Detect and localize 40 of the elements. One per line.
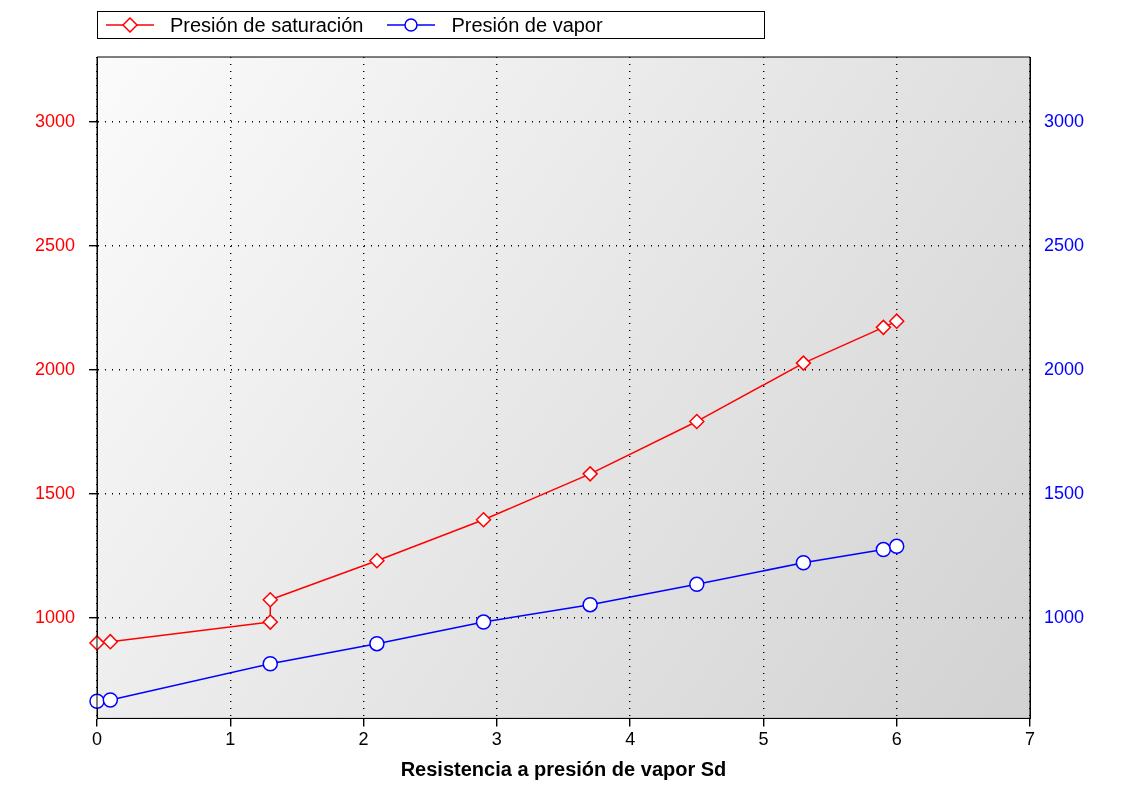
- point: [102, 633, 119, 650]
- x-tick-label: 7: [1024, 729, 1036, 750]
- point: [369, 635, 385, 652]
- point: [102, 692, 119, 708]
- point: [875, 319, 892, 336]
- point: [888, 538, 905, 555]
- y2-tick-label: 1000: [1044, 607, 1085, 628]
- y2-tick-label: 1500: [1044, 482, 1085, 503]
- point: [475, 614, 492, 630]
- x-tick-label: 3: [491, 729, 502, 750]
- y-tick-label: 2500: [34, 234, 75, 255]
- point: [875, 541, 892, 558]
- legend-label: Presión de vapor: [451, 13, 603, 37]
- x-tick-label: 4: [625, 729, 636, 750]
- point: [689, 413, 705, 430]
- x-tick-label: 0: [91, 729, 103, 750]
- point: [689, 576, 705, 593]
- y2-tick-label: 3000: [1044, 110, 1085, 131]
- point: [582, 596, 598, 613]
- point: [888, 313, 905, 329]
- point: [262, 591, 279, 608]
- x-tick-label: 2: [358, 729, 369, 750]
- y-tick-label: 2000: [34, 358, 75, 379]
- x-tick-label: 5: [758, 729, 769, 750]
- x-tick-label: 1: [225, 729, 236, 750]
- point: [262, 656, 279, 672]
- y2-tick-label: 2500: [1044, 234, 1085, 255]
- point: [795, 355, 812, 371]
- x-axis-title: Resistencia a presión de vapor Sd: [400, 757, 727, 780]
- y2-tick-label: 2000: [1044, 358, 1085, 379]
- x-tick-label: 6: [891, 729, 902, 750]
- legend-label: Presión de saturación: [170, 13, 364, 37]
- y-tick-label: 3000: [34, 110, 75, 131]
- point: [582, 466, 598, 482]
- point: [369, 553, 385, 569]
- y-tick-label: 1000: [34, 607, 75, 628]
- point: [795, 554, 812, 571]
- y-tick-label: 1500: [34, 482, 75, 503]
- point: [475, 512, 492, 528]
- point: [262, 614, 279, 630]
